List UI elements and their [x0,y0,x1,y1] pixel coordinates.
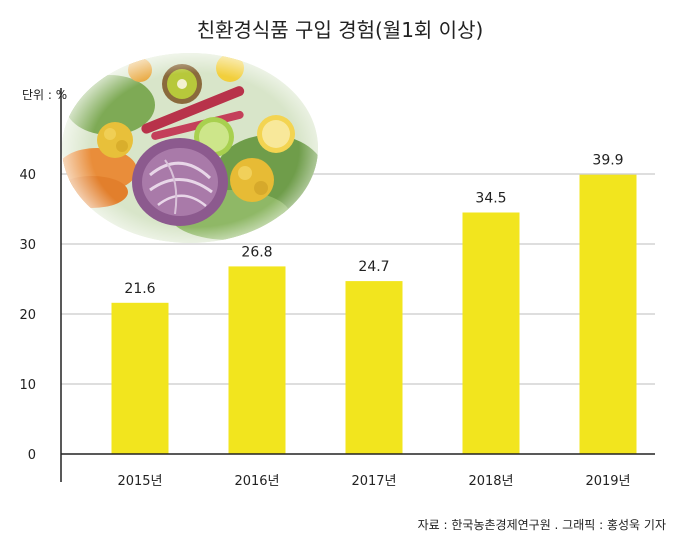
chart-title: 친환경식품 구입 경험(월1회 이상) [197,18,484,42]
x-tick-label: 2019년 [585,474,630,489]
unit-label: 단위 : % [22,88,67,102]
bar [111,302,169,454]
y-tick-label: 30 [19,238,36,253]
x-tick-label: 2017년 [351,474,396,489]
y-tick-label: 20 [19,308,36,323]
bar [228,266,286,454]
x-axis-ticks: 2015년 2016년 2017년 2018년 2019년 [117,474,630,489]
value-labels: 21.6 26.8 24.7 34.5 39.9 [124,153,623,297]
bar-value-label: 21.6 [124,281,155,297]
x-tick-label: 2018년 [468,474,513,489]
source-credit: 자료 : 한국농촌경제연구원 . 그래픽 : 홍성욱 기자 [418,518,666,532]
bar-value-label: 24.7 [358,259,389,275]
x-tick-label: 2016년 [234,474,279,489]
bar-value-label: 34.5 [475,191,506,207]
y-tick-label: 0 [28,448,36,463]
y-tick-label: 10 [19,378,36,393]
bar-value-label: 26.8 [241,244,272,260]
bars [111,174,637,454]
y-axis-ticks: 0 10 20 30 40 [19,168,36,463]
bar [345,281,403,454]
x-tick-label: 2015년 [117,474,162,489]
vegetables-photo [62,53,318,243]
bar [579,174,637,454]
bar [462,212,520,454]
bar-value-label: 39.9 [592,153,623,169]
y-tick-label: 40 [19,168,36,183]
